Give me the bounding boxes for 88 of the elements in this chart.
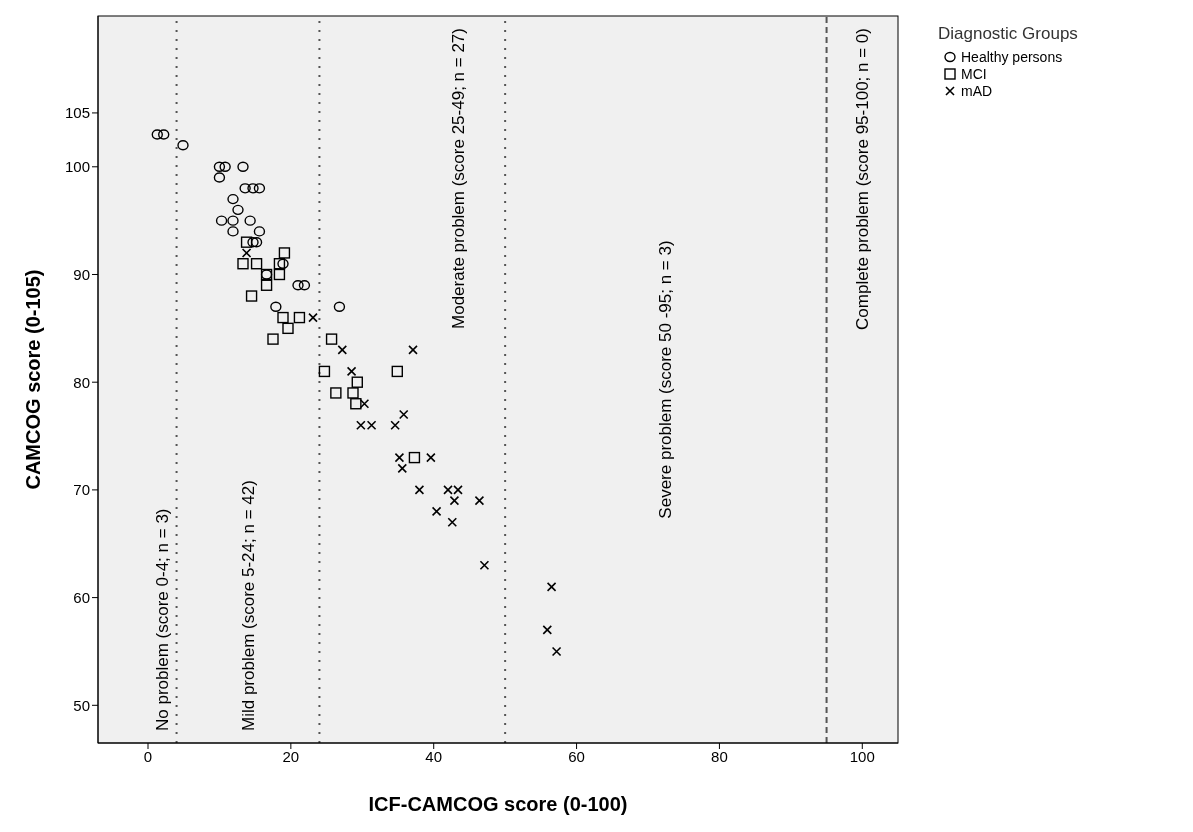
point (240, 236, 253, 248)
point (479, 560, 490, 571)
point (333, 301, 346, 312)
point (219, 161, 231, 172)
point (359, 398, 370, 409)
point (277, 258, 289, 269)
point (330, 387, 342, 399)
y-tick-label: 105 (64, 104, 90, 122)
point (241, 248, 252, 258)
legend-label: Healthy persons (961, 48, 1063, 65)
point (431, 506, 442, 517)
y-tick-label: 100 (64, 158, 90, 176)
x-tick-label: 100 (849, 747, 875, 765)
x-tick-label: 20 (282, 747, 300, 765)
x-axis-title: ICF-CAMCOG score (0-100) (368, 793, 628, 815)
point (398, 409, 409, 420)
point (270, 301, 282, 312)
x-tick-label: 40 (425, 747, 443, 765)
point (215, 215, 228, 226)
point (267, 333, 279, 345)
legend-label: mAD (961, 82, 993, 99)
point (227, 215, 239, 226)
point (292, 280, 304, 291)
point (232, 204, 244, 216)
y-axis-title: CAMCOG score (0-105) (22, 269, 45, 490)
point (247, 236, 259, 248)
point (426, 452, 436, 463)
point (390, 420, 400, 431)
point (293, 311, 306, 324)
point (244, 215, 256, 226)
point (250, 258, 263, 270)
y-tick-label: 50 (73, 696, 90, 714)
point (391, 365, 403, 378)
point (337, 345, 348, 355)
point (414, 485, 425, 495)
point (325, 333, 338, 345)
point (273, 268, 286, 281)
point (542, 625, 553, 635)
point (397, 463, 408, 474)
point (318, 365, 331, 378)
point (347, 387, 359, 399)
point (546, 582, 557, 592)
point (273, 258, 286, 270)
point (237, 258, 249, 270)
point (158, 129, 170, 140)
annotation: Severe problem (score 50 -95; n = 3) (656, 240, 676, 519)
legend-label: MCI (961, 65, 987, 82)
point (260, 279, 273, 291)
y-tick-label: 60 (73, 588, 90, 606)
point (250, 236, 263, 248)
x-tick-label: 80 (711, 747, 728, 765)
point (253, 183, 266, 194)
point (277, 311, 289, 324)
legend-title: Diagnostic Groups (938, 24, 1079, 44)
point (213, 172, 226, 183)
x-tick-label: 0 (143, 747, 153, 765)
point (245, 290, 258, 302)
point (239, 183, 251, 194)
point (447, 517, 458, 528)
annotation: Mild problem (score 5-24; n = 42) (238, 480, 258, 731)
y-tick-label: 90 (73, 265, 90, 283)
point (394, 452, 405, 463)
point (213, 161, 226, 172)
point (151, 129, 163, 140)
point (247, 183, 259, 194)
point (227, 226, 239, 237)
point (282, 322, 294, 335)
point (278, 247, 291, 259)
point (474, 495, 485, 506)
point (227, 193, 239, 205)
point (253, 226, 266, 237)
annotation: Moderate problem (score 25-49; n = 27) (449, 28, 469, 329)
point (449, 495, 460, 506)
point (408, 451, 421, 464)
point (298, 280, 311, 291)
point (177, 140, 189, 151)
point (308, 312, 318, 323)
y-tick-label: 70 (73, 481, 90, 499)
x-tick-label: 60 (568, 747, 585, 765)
point (346, 366, 357, 377)
point (551, 646, 562, 657)
annotation: Complete problem (score 95-100; n = 0) (852, 28, 872, 330)
point (408, 345, 418, 355)
point (350, 398, 362, 410)
annotation: No problem (score 0-4; n = 3) (152, 508, 172, 731)
y-tick-label: 80 (73, 373, 90, 391)
point (237, 161, 249, 172)
point (351, 376, 363, 388)
